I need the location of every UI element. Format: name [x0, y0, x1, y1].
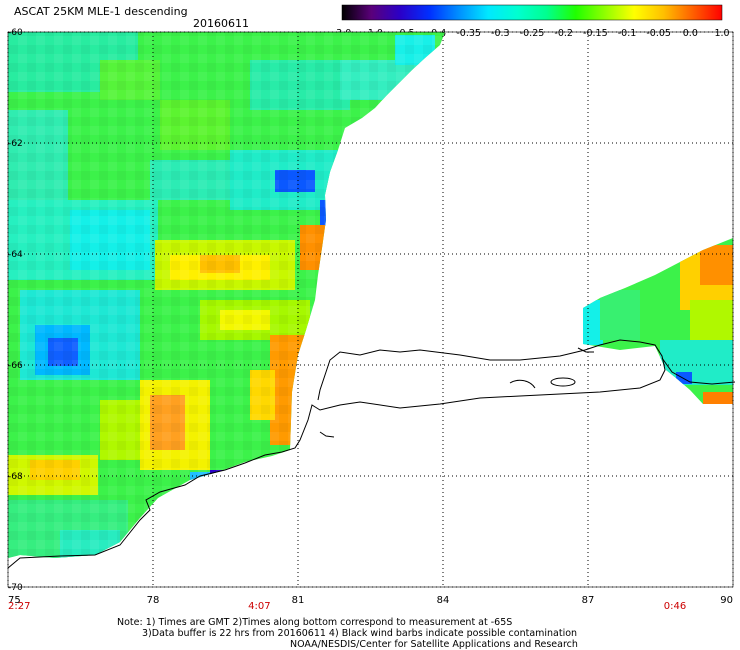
colorbar-label: 0.0 — [683, 28, 698, 39]
lon-label: 75 — [8, 595, 21, 606]
colorbar-label: -0.2 — [554, 28, 573, 39]
colorbar-strip — [341, 4, 723, 21]
longitude-labels: 75 78 81 84 87 90 — [8, 595, 733, 606]
time-label: 4:07 — [248, 601, 270, 612]
colorbar-label: -0.1 — [618, 28, 637, 39]
lat-label: -62 — [8, 139, 23, 149]
lat-label: -68 — [8, 472, 23, 482]
lat-label: -64 — [8, 250, 23, 260]
note-line-1: Note: 1) Times are GMT 2)Times along bot… — [117, 617, 512, 628]
note-line-2: 3)Data buffer is 22 hrs from 20160611 4)… — [142, 628, 577, 639]
time-label: 2:27 — [8, 601, 30, 612]
lat-label: -66 — [8, 361, 23, 371]
colorbar-label: -0.25 — [520, 28, 545, 39]
lat-lon-grid — [7, 31, 734, 588]
time-labels: 2:27 4:07 0:46 — [8, 601, 686, 612]
lon-label: 90 — [720, 595, 733, 606]
time-label: 0:46 — [664, 601, 686, 612]
latitude-labels: -60 -62 -64 -66 -68 -70 — [8, 28, 23, 593]
colorbar-label: 1.0 — [714, 28, 729, 39]
lat-label: -60 — [8, 28, 23, 38]
lat-label: -70 — [8, 583, 23, 593]
colorbar — [341, 4, 723, 21]
colorbar-label: -0.15 — [583, 28, 608, 39]
map-frame — [7, 31, 734, 588]
lon-label: 84 — [437, 595, 450, 606]
coastline — [7, 339, 736, 569]
data-swath-west — [8, 32, 445, 558]
map-title: ASCAT 25KM MLE-1 descending — [14, 5, 188, 18]
lon-label: 81 — [292, 595, 305, 606]
colorbar-label: -0.35 — [456, 28, 481, 39]
lon-label: 78 — [147, 595, 160, 606]
map-date: 20160611 — [193, 17, 249, 30]
colorbar-label: -0.05 — [646, 28, 671, 39]
lon-label: 87 — [582, 595, 595, 606]
colorbar-label: -0.3 — [491, 28, 510, 39]
note-line-3: NOAA/NESDIS/Center for Satellite Applica… — [290, 639, 578, 650]
